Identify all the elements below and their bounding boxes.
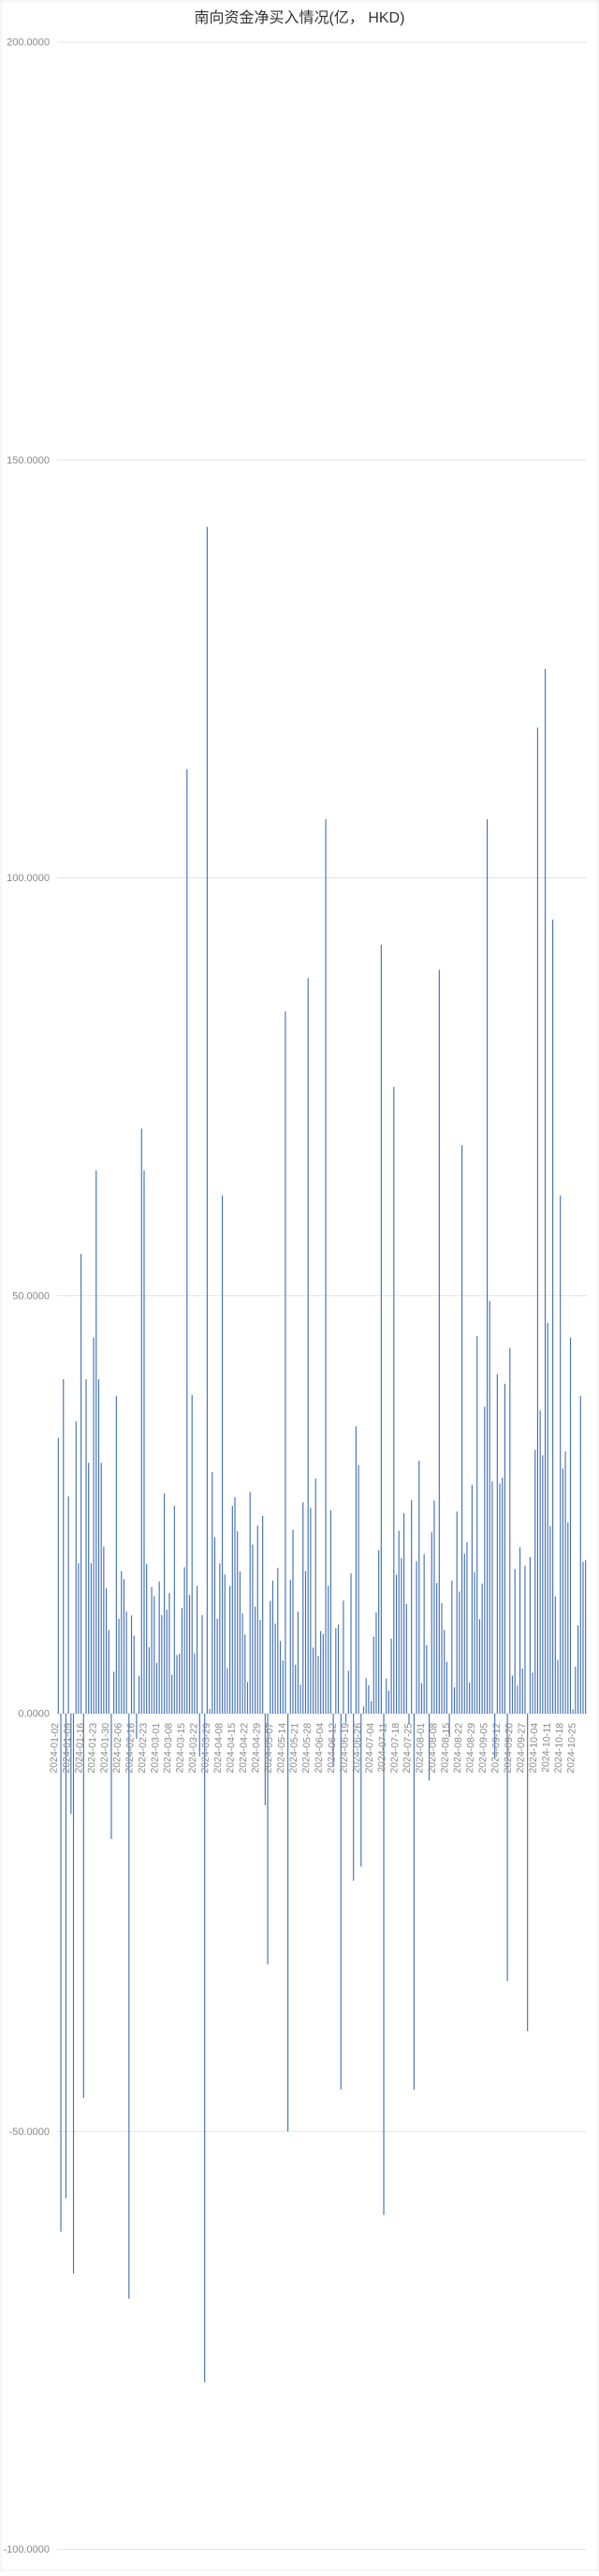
svg-text:2024-05-21: 2024-05-21 [288,1723,301,1774]
svg-text:2024-09-12: 2024-09-12 [489,1723,503,1774]
svg-text:2024-08-01: 2024-08-01 [414,1723,427,1774]
svg-text:2024-04-08: 2024-04-08 [212,1723,226,1774]
svg-text:2024-08-29: 2024-08-29 [464,1723,477,1774]
svg-text:2024-08-15: 2024-08-15 [439,1723,452,1774]
svg-text:2024-01-09: 2024-01-09 [61,1723,74,1774]
svg-text:2024-10-25: 2024-10-25 [565,1723,578,1774]
svg-text:2024-02-06: 2024-02-06 [111,1723,124,1774]
svg-text:南向资金净买入情况(亿， HKD): 南向资金净买入情况(亿， HKD) [195,9,405,26]
svg-text:2024-05-14: 2024-05-14 [275,1723,288,1774]
svg-text:2024-06-26: 2024-06-26 [351,1723,364,1774]
svg-text:2024-01-02: 2024-01-02 [48,1723,61,1774]
svg-text:2024-09-20: 2024-09-20 [503,1723,516,1774]
svg-text:2024-03-22: 2024-03-22 [187,1723,200,1774]
svg-text:2024-06-04: 2024-06-04 [313,1723,326,1774]
svg-text:2024-05-28: 2024-05-28 [300,1723,314,1774]
svg-text:150.0000: 150.0000 [7,455,50,466]
svg-text:2024-06-19: 2024-06-19 [338,1723,351,1774]
svg-text:2024-04-29: 2024-04-29 [250,1723,263,1774]
svg-text:2024-03-29: 2024-03-29 [199,1723,212,1774]
svg-text:2024-08-08: 2024-08-08 [427,1723,440,1774]
svg-text:2024-08-22: 2024-08-22 [452,1723,465,1774]
svg-text:2024-05-07: 2024-05-07 [263,1723,276,1774]
svg-text:2024-01-30: 2024-01-30 [98,1723,111,1774]
svg-text:200.0000: 200.0000 [7,37,50,49]
svg-text:2024-09-27: 2024-09-27 [515,1723,528,1774]
svg-text:2024-02-16: 2024-02-16 [124,1723,137,1774]
svg-text:2024-09-05: 2024-09-05 [477,1723,490,1774]
svg-text:2024-04-15: 2024-04-15 [225,1723,238,1774]
svg-text:2024-03-01: 2024-03-01 [149,1723,162,1774]
svg-text:2024-04-22: 2024-04-22 [238,1723,251,1774]
svg-text:2024-01-23: 2024-01-23 [86,1723,99,1774]
svg-text:2024-10-04: 2024-10-04 [528,1723,541,1774]
svg-text:-100.0000: -100.0000 [3,2544,50,2555]
svg-text:2024-03-08: 2024-03-08 [162,1723,175,1774]
svg-text:2024-03-15: 2024-03-15 [174,1723,187,1774]
svg-text:2024-02-23: 2024-02-23 [137,1723,150,1774]
svg-text:2024-06-12: 2024-06-12 [326,1723,339,1774]
svg-text:2024-07-25: 2024-07-25 [402,1723,415,1774]
svg-text:2024-01-16: 2024-01-16 [73,1723,86,1774]
svg-text:50.0000: 50.0000 [12,1290,50,1302]
svg-text:2024-10-11: 2024-10-11 [540,1723,553,1773]
svg-text:100.0000: 100.0000 [7,873,50,884]
svg-text:2024-07-04: 2024-07-04 [363,1723,376,1774]
svg-text:-50.0000: -50.0000 [9,2127,50,2138]
svg-text:2024-07-11: 2024-07-11 [376,1723,389,1773]
svg-text:2024-07-18: 2024-07-18 [388,1723,402,1774]
svg-text:2024-10-18: 2024-10-18 [553,1723,566,1774]
svg-text:0.0000: 0.0000 [18,1709,50,1720]
